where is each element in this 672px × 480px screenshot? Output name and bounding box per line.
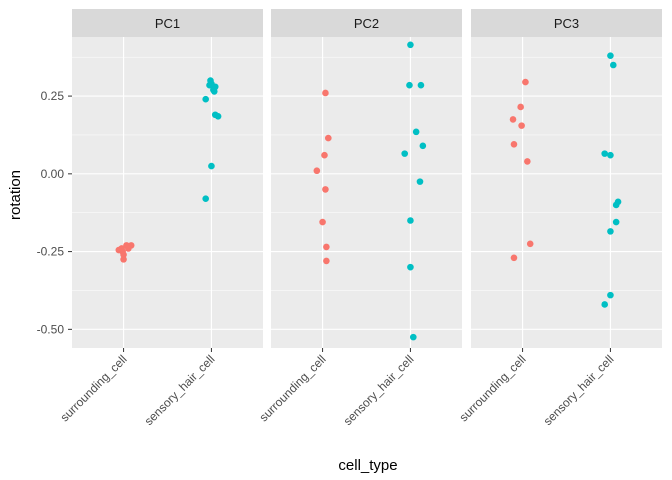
data-point-sensory-hair-cell xyxy=(412,128,420,136)
facet-strip-label: PC1 xyxy=(155,16,180,31)
x-tick-label: sensory_hair_cell xyxy=(341,352,417,428)
x-tick-label: surrounding_cell xyxy=(257,352,329,424)
facet-strip xyxy=(72,9,263,37)
data-point-sensory-hair-cell xyxy=(401,150,409,157)
data-point-surrounding-cell xyxy=(323,243,330,251)
data-point-sensory-hair-cell xyxy=(419,142,427,150)
data-point-sensory-hair-cell xyxy=(407,263,414,271)
data-point-sensory-hair-cell xyxy=(210,88,218,95)
data-point-surrounding-cell xyxy=(522,78,529,86)
data-point-sensory-hair-cell xyxy=(407,217,414,224)
data-point-surrounding-cell xyxy=(125,245,132,252)
data-point-surrounding-cell xyxy=(120,256,127,263)
facet-panel-pc2: PC2 surrounding_cell sensory_hair_cell xyxy=(257,9,462,428)
data-point-surrounding-cell xyxy=(325,134,332,142)
data-point-sensory-hair-cell xyxy=(407,41,414,49)
data-point-surrounding-cell xyxy=(319,218,326,226)
data-point-surrounding-cell xyxy=(322,89,329,97)
y-axis-title: rotation xyxy=(7,170,24,220)
data-point-surrounding-cell xyxy=(518,122,525,129)
x-tick-label: sensory_hair_cell xyxy=(541,352,617,428)
facet-strip xyxy=(471,9,662,37)
panel-background xyxy=(72,37,263,348)
x-tick-label: sensory_hair_cell xyxy=(142,352,218,428)
data-point-sensory-hair-cell xyxy=(607,151,614,159)
data-point-sensory-hair-cell xyxy=(609,61,617,69)
data-point-surrounding-cell xyxy=(509,116,517,123)
data-point-sensory-hair-cell xyxy=(409,333,417,341)
data-point-sensory-hair-cell xyxy=(417,81,425,89)
y-axis: 0.25 0.00 -0.25 -0.50 xyxy=(37,89,72,336)
facet-strip-label: PC2 xyxy=(354,16,379,31)
y-tick-label: -0.50 xyxy=(37,322,65,336)
data-point-sensory-hair-cell xyxy=(202,95,209,103)
panel-background xyxy=(271,37,462,348)
data-point-surrounding-cell xyxy=(524,158,531,165)
data-point-surrounding-cell xyxy=(321,151,328,159)
data-point-sensory-hair-cell xyxy=(612,201,620,209)
x-tick-label: surrounding_cell xyxy=(58,352,130,424)
x-axis-title: cell_type xyxy=(338,457,397,474)
panel-background xyxy=(471,37,662,348)
data-point-sensory-hair-cell xyxy=(612,218,620,226)
data-point-sensory-hair-cell xyxy=(208,162,215,170)
data-point-surrounding-cell xyxy=(517,103,524,111)
y-tick-label: -0.25 xyxy=(37,245,65,259)
facet-panel-pc3: PC3 surrounding_cell sensory_hair_cell xyxy=(457,9,662,428)
data-point-surrounding-cell xyxy=(313,167,321,175)
data-point-surrounding-cell xyxy=(323,257,330,265)
data-point-surrounding-cell xyxy=(120,251,127,258)
data-point-surrounding-cell xyxy=(322,186,329,193)
data-point-sensory-hair-cell xyxy=(607,52,614,59)
data-point-sensory-hair-cell xyxy=(601,301,608,308)
data-point-sensory-hair-cell xyxy=(607,291,614,299)
x-tick-label: surrounding_cell xyxy=(457,352,529,424)
y-tick-label: 0.25 xyxy=(41,89,65,103)
facet-strip xyxy=(271,9,462,37)
data-point-sensory-hair-cell xyxy=(601,150,608,157)
facet-strip-label: PC3 xyxy=(554,16,579,31)
facet-panel-pc1: PC1 surrounding_cell sensory_hair_cell xyxy=(58,9,263,428)
data-point-sensory-hair-cell xyxy=(202,195,209,203)
y-tick-label: 0.00 xyxy=(41,167,65,181)
data-point-surrounding-cell xyxy=(510,140,518,148)
data-point-sensory-hair-cell xyxy=(406,81,413,89)
data-point-surrounding-cell xyxy=(526,240,534,248)
data-point-sensory-hair-cell xyxy=(214,113,222,120)
data-point-surrounding-cell xyxy=(510,254,518,262)
data-point-sensory-hair-cell xyxy=(607,228,614,235)
data-point-sensory-hair-cell xyxy=(416,178,424,185)
